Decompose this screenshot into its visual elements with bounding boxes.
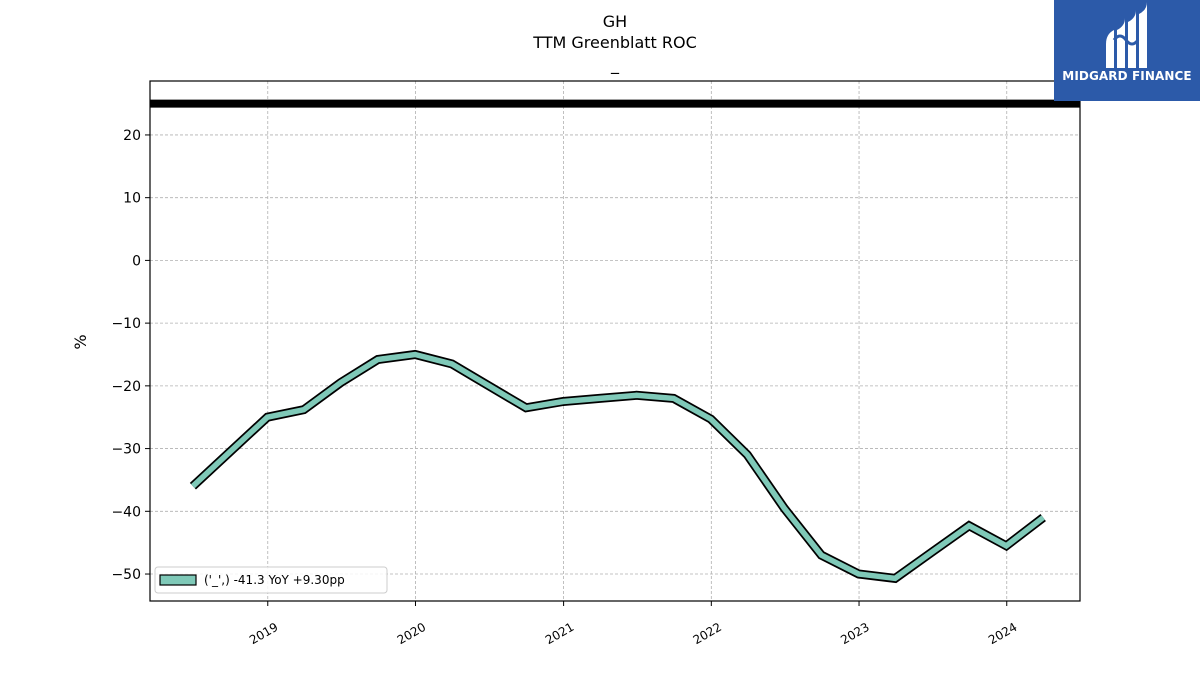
- x-tick-label: 2024: [986, 620, 1019, 647]
- legend-label: ('_',) -41.3 YoY +9.30pp: [204, 573, 345, 587]
- series-line: [191, 351, 1045, 582]
- y-axis-ticks: 20 10 0 −10 −20 −30 −40 −50: [111, 128, 150, 583]
- grid: [150, 81, 1080, 601]
- y-tick-label: 10: [123, 191, 141, 207]
- series-layer: [189, 349, 1046, 584]
- x-tick-label: 2022: [691, 620, 724, 647]
- chart-subtitle: _: [610, 55, 620, 75]
- x-tick-label: 2019: [247, 620, 280, 647]
- plot-frame: [149, 80, 1081, 602]
- y-tick-label: 20: [123, 128, 141, 144]
- legend-swatch: [159, 574, 197, 586]
- x-tick-label: 2021: [543, 620, 576, 647]
- series-line-outline: [189, 349, 1046, 584]
- y-tick-label: −20: [111, 379, 141, 395]
- y-tick-label: −50: [111, 567, 141, 583]
- logo-mark-icon: [1106, 2, 1147, 68]
- chart-title-metric: TTM Greenblatt ROC: [532, 33, 697, 52]
- x-axis-ticks: 2019 2020 2021 2022 2023 2024: [247, 601, 1019, 647]
- y-tick-label: 0: [132, 253, 141, 269]
- midgard-finance-logo: MIDGARD FINANCE: [1054, 0, 1200, 101]
- legend-box: [154, 566, 388, 594]
- logo-text: MIDGARD FINANCE: [1062, 69, 1192, 83]
- x-tick-label: 2023: [838, 620, 871, 647]
- legend: ('_',) -41.3 YoY +9.30pp: [154, 566, 388, 594]
- y-tick-label: −10: [111, 316, 141, 332]
- chart-title-ticker: GH: [603, 12, 627, 31]
- y-tick-label: −40: [111, 504, 141, 520]
- y-axis-label: %: [71, 334, 90, 349]
- y-tick-label: −30: [111, 442, 141, 458]
- x-tick-label: 2020: [395, 620, 428, 647]
